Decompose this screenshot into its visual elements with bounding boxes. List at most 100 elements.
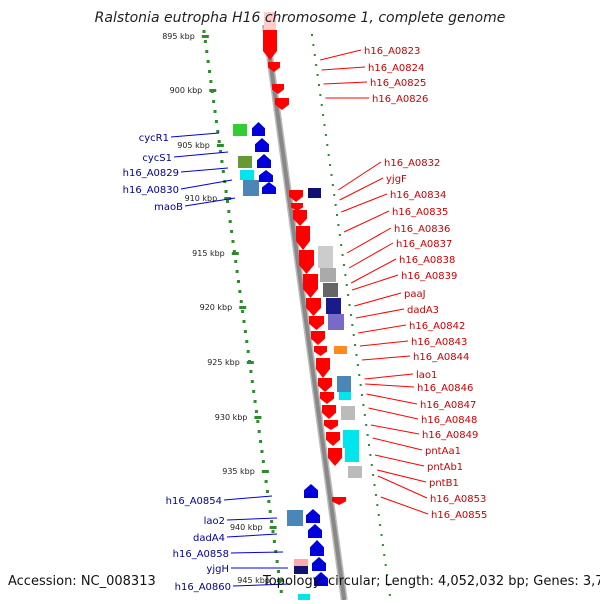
- forward-gene-label[interactable]: h16_A0824: [368, 63, 424, 74]
- forward-gene-label[interactable]: h16_A0848: [421, 415, 477, 426]
- tick-dot: [257, 430, 261, 433]
- tick-label: 930 kbp: [215, 413, 248, 422]
- tick-dot: [214, 120, 218, 123]
- forward-gene-label[interactable]: h16_A0847: [420, 400, 476, 411]
- gene-box-olive: [238, 156, 252, 168]
- forward-gene-label[interactable]: h16_A0849: [422, 430, 478, 441]
- forward-gene-arrow: [316, 358, 330, 378]
- reverse-gene-label[interactable]: lao2: [204, 516, 225, 527]
- forward-gene-label[interactable]: h16_A0838: [399, 255, 455, 266]
- tick-dot: [238, 290, 242, 293]
- reverse-gene-arrow: [314, 572, 328, 586]
- reverse-gene-arrow: [262, 182, 276, 194]
- tick-dot: [227, 210, 231, 213]
- tick-label: 920 kbp: [200, 303, 233, 312]
- forward-gene-label[interactable]: pntB1: [429, 478, 459, 489]
- label-connector: [170, 132, 220, 138]
- guide-dot: [323, 124, 326, 126]
- tick-dot: [224, 190, 228, 193]
- reverse-gene-label[interactable]: h16_A0860: [175, 582, 231, 593]
- gene-box-grey: [320, 268, 336, 282]
- guide-dot: [383, 554, 386, 556]
- forward-gene-label[interactable]: paaJ: [404, 289, 426, 300]
- reverse-gene-label[interactable]: maoB: [154, 202, 183, 213]
- gene-box-steel: [243, 180, 259, 196]
- tick-dot: [217, 140, 221, 143]
- reverse-gene-label[interactable]: dadA4: [193, 533, 225, 544]
- tick-label: 895 kbp: [162, 32, 195, 41]
- forward-gene-arrow: [296, 226, 310, 250]
- forward-gene-arrow: [314, 346, 327, 356]
- guide-dot: [334, 204, 337, 206]
- tick-dot: [261, 460, 265, 463]
- forward-gene-label[interactable]: h16_A0843: [411, 337, 467, 348]
- tick-dot: [220, 160, 224, 163]
- gene-box-steel: [287, 510, 303, 526]
- guide-dot: [352, 334, 355, 336]
- major-tick: [269, 526, 277, 529]
- label-connector: [377, 469, 427, 483]
- forward-gene-label[interactable]: h16_A0844: [413, 352, 469, 363]
- gene-box-cyan: [240, 170, 254, 180]
- tick-label: 935 kbp: [222, 467, 255, 476]
- reverse-gene-label[interactable]: h16_A0854: [166, 496, 222, 507]
- forward-gene-arrow: [322, 405, 336, 419]
- guide-dot: [348, 304, 351, 306]
- forward-gene-label[interactable]: h16_A0842: [409, 321, 465, 332]
- label-connector: [226, 533, 278, 538]
- label-connector: [365, 383, 415, 388]
- tick-track: 895 kbp 900 kbp 905 kbp 910 kbp 915 kbp 920 k…: [162, 30, 391, 603]
- tick-dot: [245, 340, 249, 343]
- forward-gene-label[interactable]: h16_A0832: [384, 158, 440, 169]
- guide-dot: [379, 524, 382, 526]
- forward-gene-label[interactable]: h16_A0839: [401, 271, 457, 282]
- label-connector: [226, 517, 278, 521]
- forward-gene-label[interactable]: yjgF: [386, 174, 407, 185]
- tick-label: 945 kbp: [237, 576, 270, 585]
- topology-stats: Topology: circular; Length: 4,052,032 bp…: [263, 574, 600, 589]
- guide-dot: [372, 474, 375, 476]
- guide-dot: [387, 584, 390, 586]
- forward-gene-label[interactable]: lao1: [416, 370, 437, 381]
- forward-gene-label[interactable]: pntAa1: [425, 446, 461, 457]
- reverse-gene-label[interactable]: h16_A0830: [123, 185, 179, 196]
- tick-dot: [265, 490, 269, 493]
- guide-dot: [386, 574, 389, 576]
- forward-gene-label[interactable]: h16_A0835: [392, 207, 448, 218]
- reverse-gene-label[interactable]: yjgH: [206, 564, 229, 575]
- backbone: [261, 24, 348, 601]
- label-connector: [355, 308, 405, 319]
- reverse-gene-label[interactable]: h16_A0858: [173, 549, 229, 560]
- guide-dot: [322, 114, 325, 116]
- forward-gene-label[interactable]: h16_A0846: [417, 383, 473, 394]
- gene-box-cyan: [345, 448, 359, 462]
- tick-dot: [230, 230, 234, 233]
- label-connector: [223, 495, 273, 501]
- reverse-gene-label[interactable]: h16_A0829: [123, 168, 179, 179]
- guide-dot: [376, 504, 379, 506]
- forward-gene-label[interactable]: pntAb1: [427, 462, 463, 473]
- label-connector: [339, 177, 384, 201]
- gene-box-steel: [337, 376, 351, 392]
- forward-gene-arrow: [318, 378, 332, 392]
- forward-gene-label[interactable]: h16_A0853: [430, 494, 486, 505]
- forward-gene-label[interactable]: h16_A0825: [370, 78, 426, 89]
- forward-gene-label[interactable]: h16_A0836: [394, 224, 450, 235]
- label-connector: [343, 210, 390, 233]
- tick-dot: [241, 310, 245, 313]
- gene-box-green: [233, 124, 247, 136]
- forward-gene-label[interactable]: h16_A0834: [390, 190, 446, 201]
- tick-dot: [279, 590, 283, 593]
- forward-gene-label[interactable]: h16_A0823: [364, 46, 420, 57]
- forward-gene-label[interactable]: h16_A0855: [431, 510, 487, 521]
- guide-dot: [363, 414, 366, 416]
- forward-gene-label[interactable]: dadA3: [407, 305, 439, 316]
- guide-dot: [329, 164, 332, 166]
- gene-box-navy: [294, 566, 308, 574]
- forward-gene-label[interactable]: h16_A0826: [372, 94, 428, 105]
- gene-box-navy: [308, 188, 321, 198]
- forward-gene-label[interactable]: h16_A0837: [396, 239, 452, 250]
- major-tick: [231, 252, 239, 255]
- reverse-gene-label[interactable]: cycR1: [139, 133, 169, 144]
- reverse-gene-label[interactable]: cycS1: [142, 153, 172, 164]
